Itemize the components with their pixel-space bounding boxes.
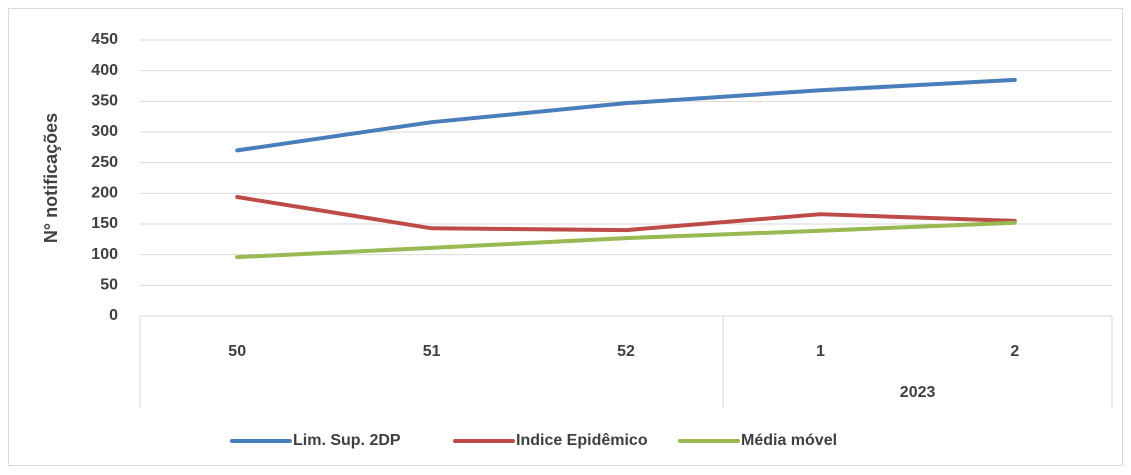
y-tick-label: 50 (100, 277, 118, 294)
series-line (235, 220, 1017, 260)
x-tick-label: 2 (1010, 343, 1019, 360)
x-tick-label: 50 (228, 343, 246, 360)
y-tick-label: 400 (91, 62, 118, 79)
series-line (235, 195, 1017, 233)
x-tick-label: 52 (617, 343, 635, 360)
y-tick-label: 150 (91, 215, 118, 232)
y-tick-label: 450 (91, 31, 118, 48)
series-line (235, 77, 1017, 153)
y-axis-label: N° notificações (41, 113, 61, 243)
x-tick-label: 51 (423, 343, 441, 360)
y-tick-label: 100 (91, 246, 118, 263)
legend-label: Média móvel (741, 432, 837, 449)
y-tick-label: 300 (91, 123, 118, 140)
y-tick-label: 250 (91, 154, 118, 171)
y-tick-label: 350 (91, 93, 118, 110)
chart-frame (8, 8, 1123, 466)
group-label: 2023 (900, 384, 936, 401)
y-tick-label: 200 (91, 185, 118, 202)
legend-label: Indice Epidêmico (516, 432, 648, 449)
y-tick-label: 0 (109, 307, 118, 324)
x-tick-label: 1 (816, 343, 825, 360)
legend-label: Lim. Sup. 2DP (293, 432, 401, 449)
